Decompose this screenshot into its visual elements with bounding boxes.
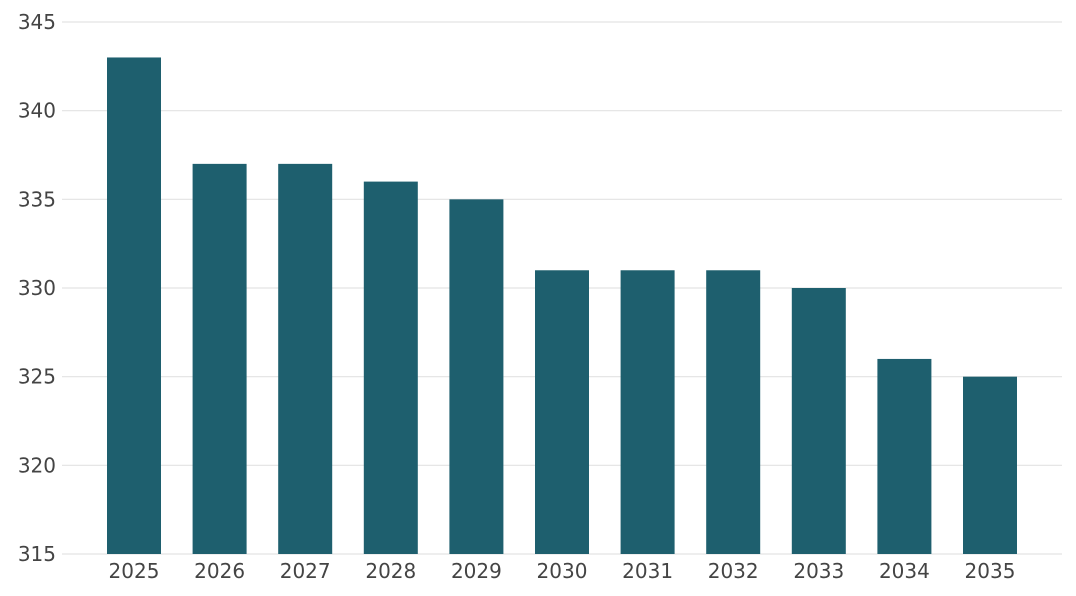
x-tick-label: 2029 bbox=[451, 559, 502, 583]
y-tick-label: 325 bbox=[18, 365, 56, 389]
x-axis-tick-labels: 2025 2026 2027 2028 2029 2030 2031 2032 2033 2034… bbox=[109, 559, 1016, 583]
bar-2025 bbox=[107, 57, 161, 554]
bar-2033 bbox=[791, 288, 846, 554]
bars bbox=[107, 57, 1017, 555]
bar-2029 bbox=[449, 199, 504, 555]
y-tick-label: 345 bbox=[18, 10, 56, 34]
x-tick-label: 2026 bbox=[194, 559, 245, 583]
y-tick-label: 335 bbox=[18, 187, 56, 211]
bar-2035 bbox=[963, 376, 1017, 554]
x-tick-label: 2028 bbox=[365, 559, 416, 583]
x-tick-label: 2033 bbox=[793, 559, 844, 583]
bar-2031 bbox=[620, 270, 675, 554]
x-tick-label: 2027 bbox=[280, 559, 331, 583]
y-tick-label: 330 bbox=[18, 276, 56, 300]
x-tick-label: 2034 bbox=[879, 559, 930, 583]
x-tick-label: 2031 bbox=[622, 559, 673, 583]
x-tick-label: 2035 bbox=[965, 559, 1016, 583]
y-tick-label: 340 bbox=[18, 99, 56, 123]
bar-2026 bbox=[192, 163, 247, 554]
bar-2034 bbox=[877, 358, 932, 554]
x-tick-label: 2025 bbox=[109, 559, 160, 583]
x-tick-label: 2032 bbox=[708, 559, 759, 583]
bar-2030 bbox=[535, 270, 589, 554]
y-tick-label: 320 bbox=[18, 453, 56, 477]
y-axis-tick-labels: 315 320 325 330 335 340 345 bbox=[18, 10, 56, 566]
bar-2027 bbox=[278, 163, 333, 554]
y-tick-label: 315 bbox=[18, 542, 56, 566]
bar-2028 bbox=[363, 181, 418, 554]
bar-2032 bbox=[706, 270, 761, 554]
x-tick-label: 2030 bbox=[537, 559, 588, 583]
